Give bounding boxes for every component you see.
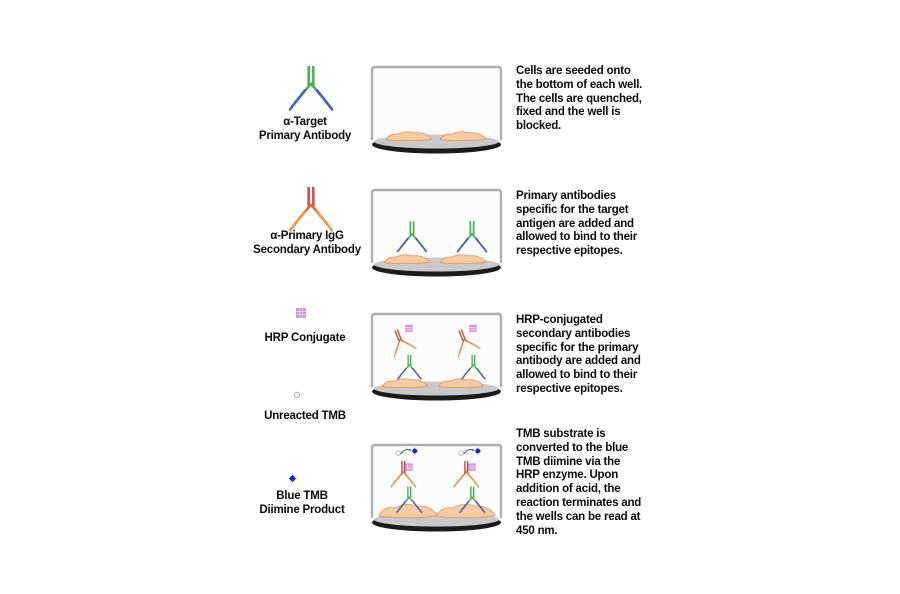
- secondary-antibody-label: α-Primary IgG Secondary Antibody: [253, 230, 361, 256]
- step-4-description: TMB substrate is converted to the blue T…: [516, 428, 642, 537]
- unreacted-tmb-label: Unreacted TMB: [264, 410, 346, 422]
- blue-tmb-diimine-icon: [288, 474, 297, 483]
- well-step-1: [370, 65, 503, 155]
- step-1-description: Cells are seeded onto the bottom of each…: [516, 65, 643, 133]
- primary-antibody-label: α-Target Primary Antibody: [258, 116, 352, 142]
- blue-tmb-diimine-label: Blue TMB Diimine Product: [259, 490, 345, 516]
- step-3-description: HRP-conjugated secondary antibodies spec…: [516, 314, 641, 395]
- unreacted-tmb-icon: [293, 391, 301, 399]
- primary-antibody-icon: [289, 66, 333, 111]
- well-dish: [370, 443, 503, 533]
- hrp-conjugate-label: HRP Conjugate: [264, 332, 346, 344]
- well-step-3: [370, 312, 503, 402]
- hrp-conjugate-icon: [296, 308, 306, 318]
- well-step-2: [370, 188, 503, 278]
- step-2-description: Primary antibodies specific for the targ…: [516, 190, 638, 258]
- well-step-4: [370, 443, 503, 533]
